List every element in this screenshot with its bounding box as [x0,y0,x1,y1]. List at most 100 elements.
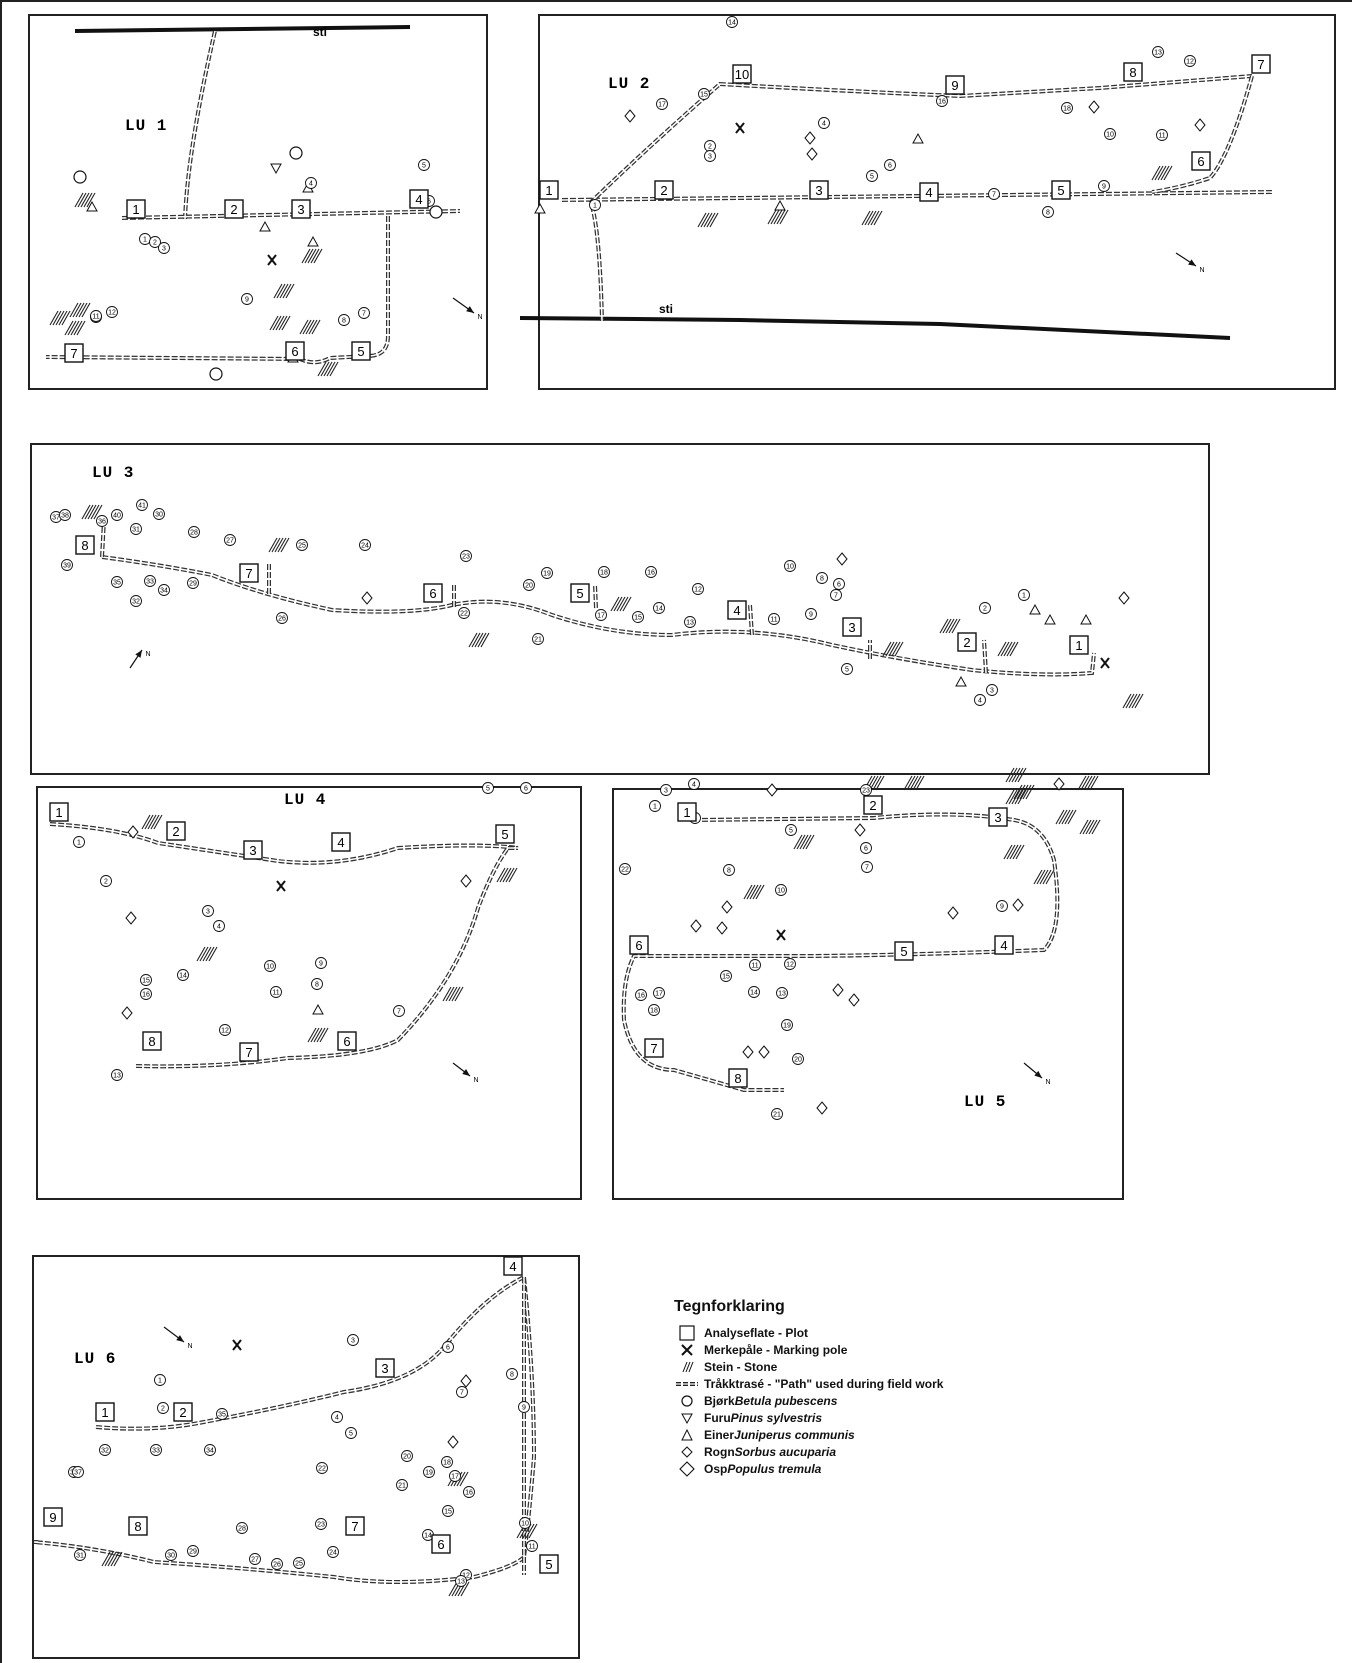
tree-marker: 17 [656,98,668,110]
stone-icon [682,1361,694,1372]
plot-number: 7 [351,1519,358,1534]
tree-number: 28 [190,530,198,537]
square-icon [679,1324,695,1341]
pine-icon [270,163,282,175]
plot-number: 2 [963,635,970,650]
tree-number: 13 [686,620,694,627]
tree-number: 14 [750,990,758,997]
tree-marker: 3 [986,684,998,696]
tree-marker: 9 [518,1401,530,1413]
tree-marker: 5 [345,1427,357,1439]
tree-number: 16 [637,993,645,1000]
tree-number: 31 [132,527,140,534]
plot-marker: 4 [994,935,1014,955]
tree-marker: 30 [165,1549,177,1561]
plot-number: 9 [951,78,958,93]
stone-icon [997,641,1019,657]
plot-number: 5 [900,944,907,959]
tree-marker: 15 [442,1505,454,1517]
tree-marker: 18 [1061,102,1073,114]
tree-number: 11 [528,1544,535,1551]
stone-icon [141,814,163,830]
tree-number: 6 [888,163,892,170]
panel-title: LU 5 [964,1093,1006,1111]
tree-number: 13 [457,1579,465,1586]
field-path [590,205,604,322]
tree-marker: 34 [204,1444,216,1456]
rowan-icon [1118,591,1130,605]
tree-number: 33 [152,1448,160,1455]
tree-number: 19 [425,1470,433,1477]
tree-number: 7 [460,1390,464,1397]
tree-marker: 2 [157,1402,169,1414]
tree-number: 34 [160,588,168,595]
tree-marker: 7 [393,1005,405,1017]
tree-number: 4 [692,782,696,789]
tree-marker: 8 [338,314,350,326]
plot-number: 1 [545,183,552,198]
tree-marker: 5 [418,159,430,171]
plot-number: 6 [437,1537,444,1552]
legend-text: Tråkktrasé - "Path" used during field wo… [704,1376,944,1391]
tree-marker: 7 [830,589,842,601]
marking-pole-icon [1100,657,1110,669]
panel-title: LU 6 [74,1350,116,1368]
tree-marker: 27 [224,534,236,546]
map-lu5: LU 5123456789101112131415161718192021222… [619,767,1101,1120]
plot-marker: 1 [95,1402,115,1422]
tree-number: 1 [158,1378,162,1385]
tree-marker: 35 [111,576,123,588]
birch-icon [73,170,87,184]
tree-marker: 16 [140,988,152,1000]
tree-marker: 33 [150,1444,162,1456]
plot-marker: 3 [809,180,829,200]
rowan-icon [1194,118,1206,132]
tree-number: 11 [92,314,99,321]
tree-number: 2 [708,144,712,151]
tree-marker: 1 [73,836,85,848]
plot-number: 5 [501,827,508,842]
plot-number: 4 [337,835,344,850]
tree-marker: 28 [236,1522,248,1534]
tree-marker: 40 [111,509,123,521]
tree-marker: 18 [441,1456,453,1468]
rowan-icon [836,552,848,566]
tree-number: 11 [751,963,758,970]
legend-item: Bjørk Betula pubescens [674,1392,1074,1409]
legend-item: Furu Pinus sylvestris [674,1409,1074,1426]
tree-number: 10 [266,964,274,971]
juniper-icon [955,675,967,687]
rowan-icon [125,911,137,925]
rowan-icon [1088,100,1100,114]
plot-marker: 5 [351,341,371,361]
tree-number: 17 [597,613,605,620]
rowan-icon [832,983,844,997]
tree-number: 10 [777,888,785,895]
tree-marker: 9 [241,293,253,305]
stone-icon [69,302,91,318]
plot-number: 5 [357,344,364,359]
plot-marker: 2 [173,1402,193,1422]
tree-number: 3 [351,1338,355,1345]
tree-number: 29 [189,581,197,588]
plot-marker: 8 [142,1031,162,1051]
plot-marker: 3 [842,617,862,637]
plot-marker: 6 [285,341,305,361]
rowan-icon [1053,777,1065,791]
stone-icon [939,618,961,634]
marking-pole-icon [276,880,286,892]
stone-icon [1077,775,1099,791]
tree-marker: 9 [1098,180,1110,192]
tree-number: 41 [138,503,146,510]
plot-marker: 7 [239,1042,259,1062]
plot-number: 6 [1197,154,1204,169]
plot-marker: 4 [919,182,939,202]
tree-number: 12 [694,587,702,594]
tree-number: 14 [424,1533,432,1540]
legend-text: Einer [704,1427,735,1442]
stone-icon [697,212,719,228]
plot-marker: 6 [629,935,649,955]
tree-marker: 9 [805,608,817,620]
tree-number: 2 [104,879,108,886]
plot-number: 3 [815,183,822,198]
